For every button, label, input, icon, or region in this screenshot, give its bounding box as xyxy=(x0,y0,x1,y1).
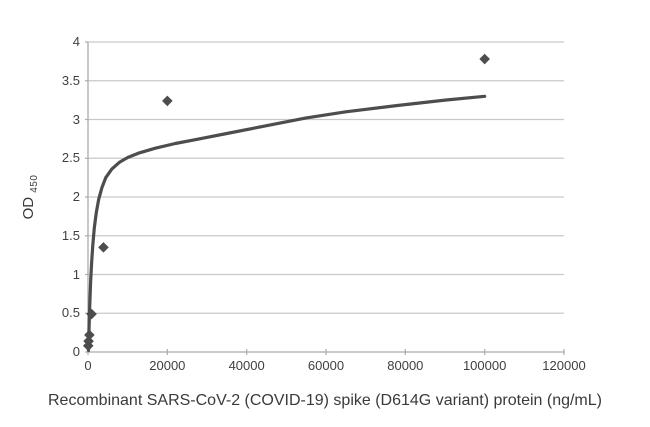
y-tick-label: 3 xyxy=(72,111,80,127)
x-tick-label: 120000 xyxy=(542,358,586,373)
y-tick-label: 2 xyxy=(72,189,80,204)
x-tick-label: 100000 xyxy=(462,358,507,373)
x-tick-label: 20000 xyxy=(149,358,186,373)
y-tick-label: 2.5 xyxy=(61,150,80,166)
x-tick-label: 0 xyxy=(84,358,92,373)
y-tick-label: 1 xyxy=(72,266,80,282)
data-point-diamond xyxy=(98,242,109,253)
data-point-diamond xyxy=(479,53,490,65)
x-tick-label: 40000 xyxy=(228,358,265,373)
y-tick-label: 4 xyxy=(72,34,80,49)
y-tick-label: 0.5 xyxy=(61,305,80,321)
data-point-diamond xyxy=(162,95,173,107)
x-tick-label: 80000 xyxy=(387,358,424,373)
fitted-curve xyxy=(86,94,487,352)
y-tick-label: 3.5 xyxy=(61,72,80,88)
x-axis-title: Recombinant SARS-CoV-2 (COVID-19) spike … xyxy=(48,392,602,409)
y-tick-label: 0 xyxy=(72,344,80,359)
x-tick-label: 60000 xyxy=(307,358,345,373)
y-tick-label: 1.5 xyxy=(61,227,80,243)
